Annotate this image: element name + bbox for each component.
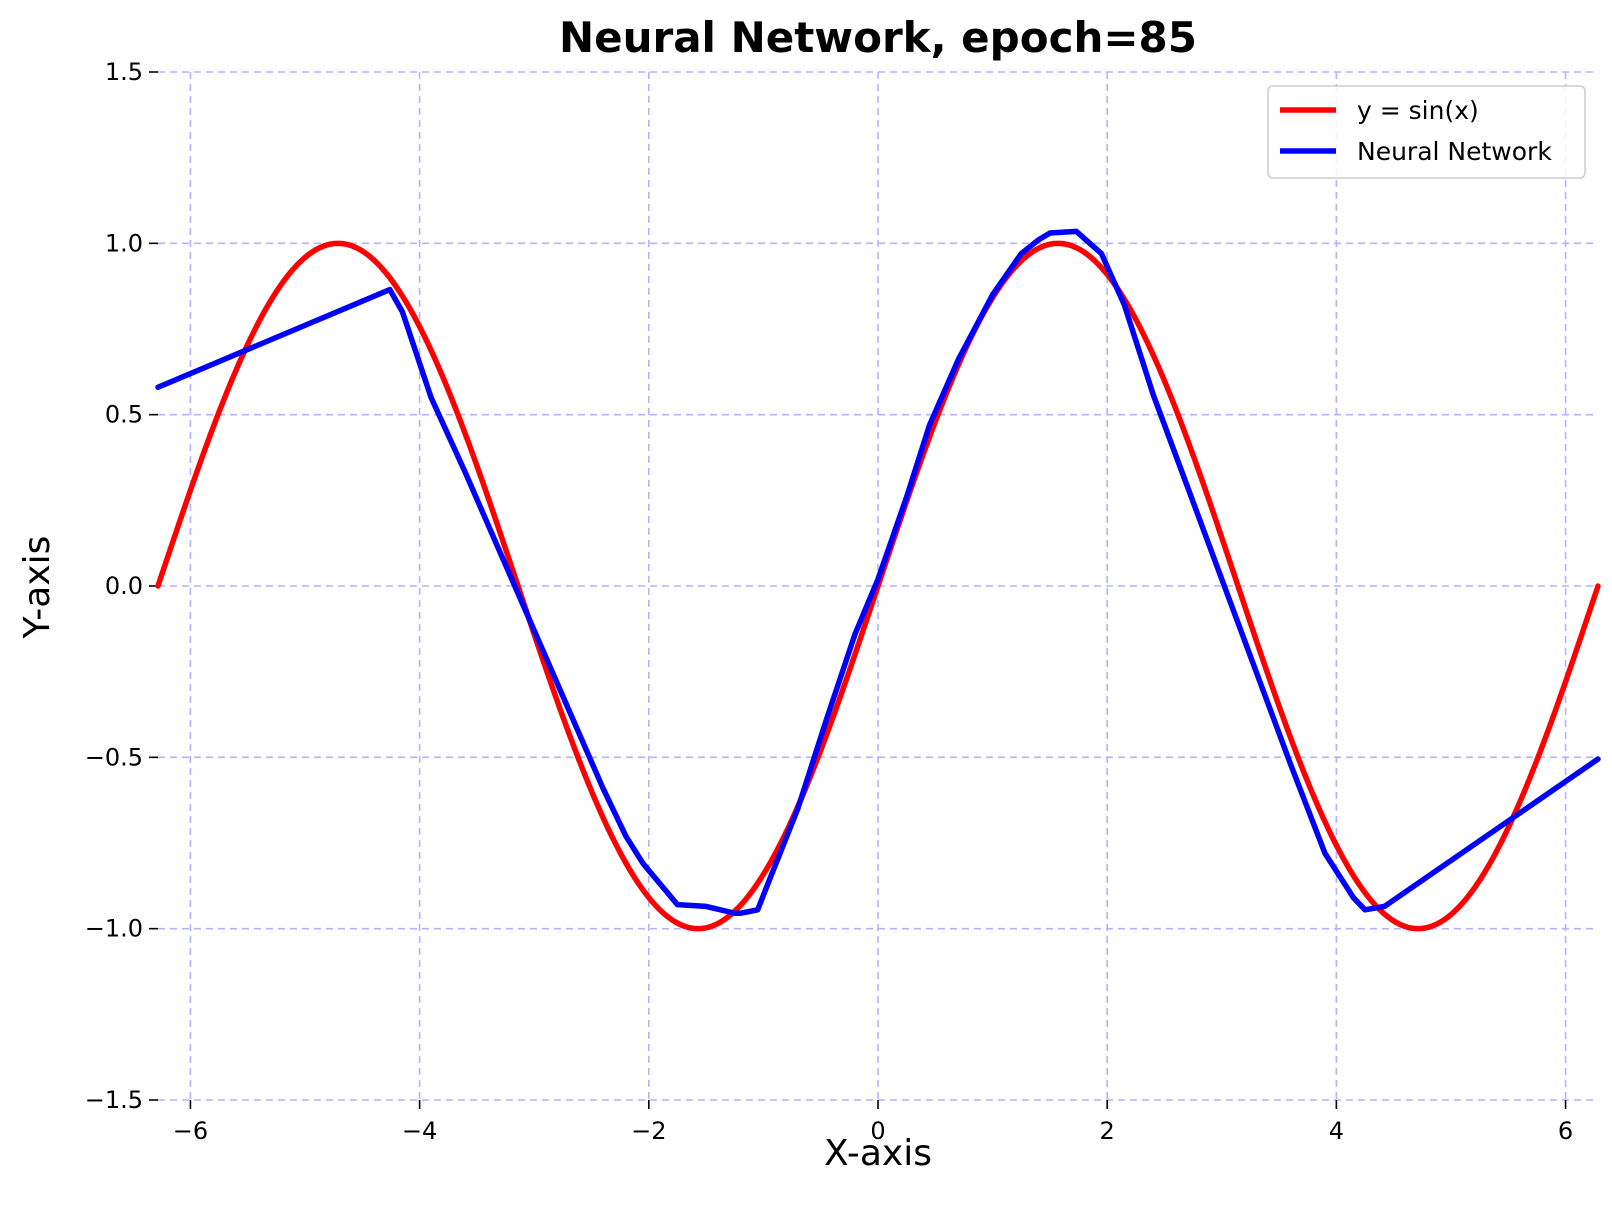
x-tick-label: 6 [1558,1117,1573,1145]
y-tick-label: 1.5 [105,58,143,86]
x-tick-label: 0 [870,1117,885,1145]
series-line-1 [155,228,1601,916]
y-tick-label: 1.0 [105,229,143,257]
x-tick-label: 2 [1100,1117,1115,1145]
axis-ticks: −6 −4 −2 0 2 4 6 −1.5 −1.0 −0.5 0.0 0.5 1.0 1.5 [85,58,1573,1145]
x-tick-label: −2 [631,1117,666,1145]
x-tick-label: 4 [1329,1117,1344,1145]
legend-box [1267,85,1586,179]
chart-title: Neural Network, epoch=85 [559,13,1197,62]
y-tick-label: −1.5 [85,1086,143,1114]
series-lines [155,228,1601,932]
x-tick-label: −4 [402,1117,437,1145]
legend-label-0: y = sin(x) [1357,96,1479,125]
y-axis-label: Y-axis [17,536,58,640]
y-tick-label: 0.5 [105,401,143,429]
x-tick-label: −6 [173,1117,208,1145]
y-tick-label: 0.0 [105,572,143,600]
y-tick-label: −0.5 [85,743,143,771]
x-axis-label: X-axis [824,1133,932,1174]
y-tick-label: −1.0 [85,915,143,943]
legend-label-1: Neural Network [1357,137,1552,166]
legend: y = sin(x) Neural Network [1267,85,1586,179]
